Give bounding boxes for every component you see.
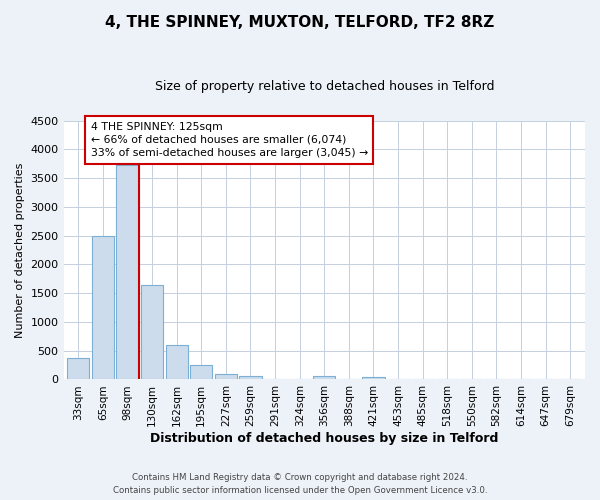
Bar bbox=[67, 358, 89, 380]
Bar bbox=[313, 376, 335, 380]
Title: Size of property relative to detached houses in Telford: Size of property relative to detached ho… bbox=[155, 80, 494, 93]
Y-axis label: Number of detached properties: Number of detached properties bbox=[15, 162, 25, 338]
Text: Contains HM Land Registry data © Crown copyright and database right 2024.
Contai: Contains HM Land Registry data © Crown c… bbox=[113, 474, 487, 495]
Bar bbox=[190, 366, 212, 380]
Bar bbox=[116, 166, 139, 380]
Bar bbox=[362, 377, 385, 380]
Bar bbox=[92, 236, 114, 380]
X-axis label: Distribution of detached houses by size in Telford: Distribution of detached houses by size … bbox=[150, 432, 499, 445]
Text: 4 THE SPINNEY: 125sqm
← 66% of detached houses are smaller (6,074)
33% of semi-d: 4 THE SPINNEY: 125sqm ← 66% of detached … bbox=[91, 122, 368, 158]
Bar bbox=[141, 285, 163, 380]
Bar bbox=[239, 376, 262, 380]
Text: 4, THE SPINNEY, MUXTON, TELFORD, TF2 8RZ: 4, THE SPINNEY, MUXTON, TELFORD, TF2 8RZ bbox=[106, 15, 494, 30]
Bar bbox=[166, 345, 188, 380]
Bar bbox=[215, 374, 237, 380]
